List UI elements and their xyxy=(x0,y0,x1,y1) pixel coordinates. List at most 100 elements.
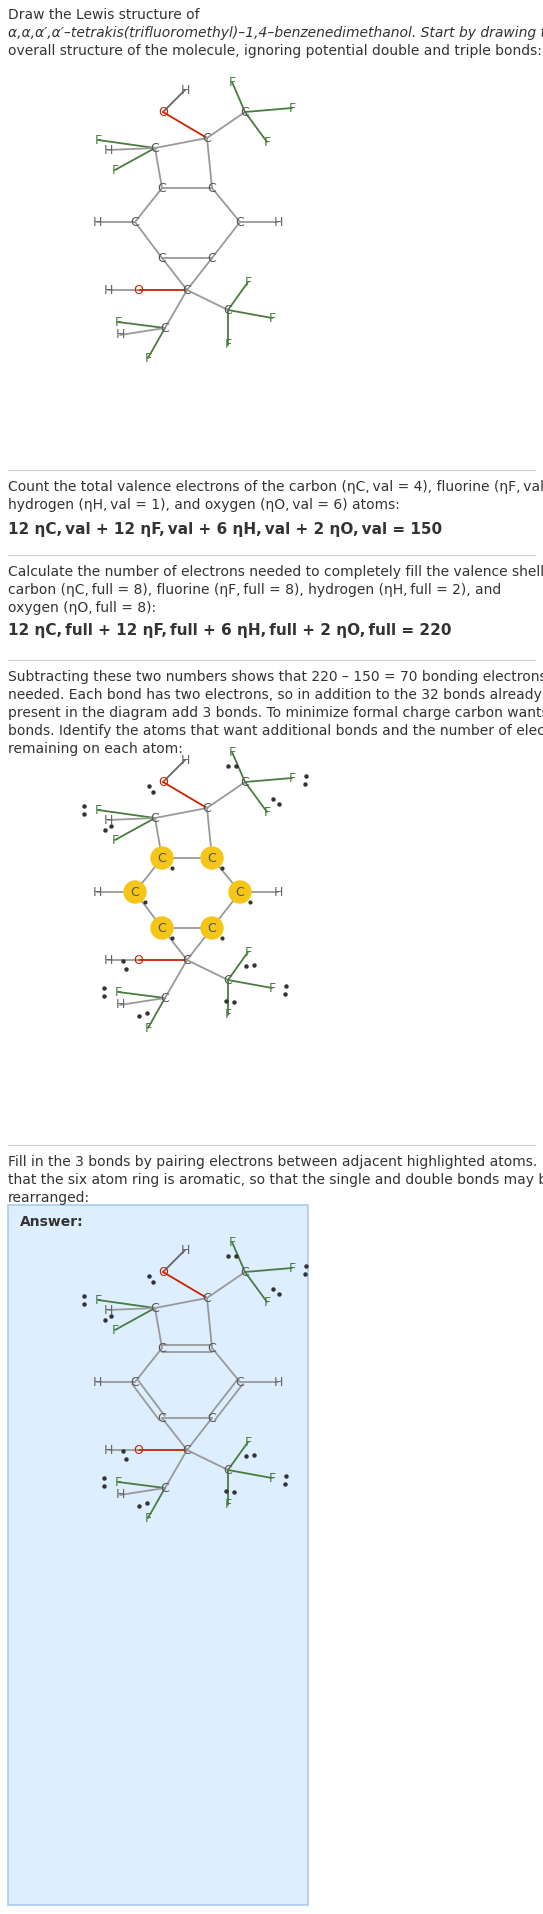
Text: H: H xyxy=(103,1443,113,1457)
Text: H: H xyxy=(180,1244,190,1256)
Text: that the six atom ring is aromatic, so that the single and double bonds may be: that the six atom ring is aromatic, so t… xyxy=(8,1173,543,1187)
Text: rearranged:: rearranged: xyxy=(8,1191,90,1206)
Text: F: F xyxy=(115,316,122,329)
Text: H: H xyxy=(273,1376,283,1388)
Text: F: F xyxy=(94,804,102,817)
Text: present in the diagram add 3 bonds. To minimize formal charge carbon wants 4: present in the diagram add 3 bonds. To m… xyxy=(8,706,543,720)
Text: hydrogen (ηH, val = 1), and oxygen (ηO, val = 6) atoms:: hydrogen (ηH, val = 1), and oxygen (ηO, … xyxy=(8,498,400,513)
Circle shape xyxy=(151,848,173,869)
Text: C: C xyxy=(224,304,232,316)
Text: O: O xyxy=(133,953,143,967)
Text: C: C xyxy=(150,812,160,825)
Text: needed. Each bond has two electrons, so in addition to the 32 bonds already: needed. Each bond has two electrons, so … xyxy=(8,687,542,702)
Circle shape xyxy=(229,880,251,903)
Text: C: C xyxy=(241,775,249,789)
Text: H: H xyxy=(103,144,113,157)
Text: C: C xyxy=(203,132,211,144)
Circle shape xyxy=(201,848,223,869)
Text: F: F xyxy=(263,1296,270,1309)
Text: H: H xyxy=(273,886,283,898)
Text: C: C xyxy=(150,1302,160,1315)
Text: F: F xyxy=(244,1436,251,1449)
Text: C: C xyxy=(207,182,216,195)
Text: F: F xyxy=(224,1499,231,1512)
Text: H: H xyxy=(115,999,125,1011)
Text: H: H xyxy=(103,1303,113,1317)
Text: F: F xyxy=(94,1294,102,1307)
Text: H: H xyxy=(103,283,113,297)
Text: α,α,α′,α′–tetrakis(trifluoromethyl)–1,4–benzenedimethanol. Start by drawing the: α,α,α′,α′–tetrakis(trifluoromethyl)–1,4–… xyxy=(8,27,543,40)
Text: Fill in the 3 bonds by pairing electrons between adjacent highlighted atoms. Not: Fill in the 3 bonds by pairing electrons… xyxy=(8,1154,543,1169)
Text: Draw the Lewis structure of: Draw the Lewis structure of xyxy=(8,8,200,21)
Text: C: C xyxy=(241,105,249,119)
Text: C: C xyxy=(157,182,166,195)
Text: C: C xyxy=(207,1342,216,1355)
Text: F: F xyxy=(263,136,270,149)
Text: C: C xyxy=(150,142,160,155)
Text: C: C xyxy=(131,886,140,898)
Text: remaining on each atom:: remaining on each atom: xyxy=(8,743,183,756)
Text: F: F xyxy=(244,946,251,959)
Text: 12 ηC, val + 12 ηF, val + 6 ηH, val + 2 ηO, val = 150: 12 ηC, val + 12 ηF, val + 6 ηH, val + 2 … xyxy=(8,523,442,538)
Text: Answer:: Answer: xyxy=(20,1215,84,1229)
Text: F: F xyxy=(229,1236,236,1248)
Text: C: C xyxy=(224,974,232,986)
Circle shape xyxy=(151,917,173,940)
Circle shape xyxy=(201,917,223,940)
Text: Calculate the number of electrons needed to completely fill the valence shells f: Calculate the number of electrons needed… xyxy=(8,565,543,580)
Text: F: F xyxy=(144,352,151,364)
Text: C: C xyxy=(236,886,244,898)
Text: Subtracting these two numbers shows that 220 – 150 = 70 bonding electrons are: Subtracting these two numbers shows that… xyxy=(8,670,543,683)
Text: C: C xyxy=(224,1464,232,1476)
Text: F: F xyxy=(111,1323,118,1336)
Text: F: F xyxy=(115,986,122,999)
Text: C: C xyxy=(182,953,191,967)
Text: F: F xyxy=(111,833,118,846)
Text: carbon (ηC, full = 8), fluorine (ηF, full = 8), hydrogen (ηH, full = 2), and: carbon (ηC, full = 8), fluorine (ηF, ful… xyxy=(8,584,501,597)
Text: F: F xyxy=(111,163,118,176)
Text: F: F xyxy=(115,1476,122,1489)
Text: C: C xyxy=(207,852,216,865)
Text: C: C xyxy=(131,1376,140,1388)
Text: C: C xyxy=(157,251,166,264)
Text: overall structure of the molecule, ignoring potential double and triple bonds:: overall structure of the molecule, ignor… xyxy=(8,44,542,57)
Text: C: C xyxy=(157,852,166,865)
Text: Count the total valence electrons of the carbon (ηC, val = 4), fluorine (ηF, val: Count the total valence electrons of the… xyxy=(8,480,543,494)
Text: F: F xyxy=(229,75,236,88)
Text: F: F xyxy=(144,1512,151,1524)
Text: F: F xyxy=(263,806,270,819)
Text: F: F xyxy=(268,982,275,995)
Text: C: C xyxy=(161,322,169,335)
Text: O: O xyxy=(133,1443,143,1457)
Text: F: F xyxy=(268,312,275,325)
Text: C: C xyxy=(207,1411,216,1424)
Text: C: C xyxy=(161,991,169,1005)
Text: C: C xyxy=(161,1481,169,1495)
Text: H: H xyxy=(115,329,125,341)
Text: O: O xyxy=(158,105,168,119)
Text: F: F xyxy=(229,745,236,758)
Text: H: H xyxy=(180,754,190,766)
Text: 12 ηC, full + 12 ηF, full + 6 ηH, full + 2 ηO, full = 220: 12 ηC, full + 12 ηF, full + 6 ηH, full +… xyxy=(8,622,451,637)
Text: H: H xyxy=(115,1489,125,1501)
Text: F: F xyxy=(268,1472,275,1485)
Text: C: C xyxy=(241,1265,249,1279)
Text: H: H xyxy=(92,1376,102,1388)
Text: bonds. Identify the atoms that want additional bonds and the number of electrons: bonds. Identify the atoms that want addi… xyxy=(8,723,543,739)
Text: C: C xyxy=(207,921,216,934)
Text: F: F xyxy=(224,1009,231,1022)
Text: H: H xyxy=(92,216,102,228)
Text: F: F xyxy=(144,1022,151,1034)
Text: C: C xyxy=(157,921,166,934)
Text: oxygen (ηO, full = 8):: oxygen (ηO, full = 8): xyxy=(8,601,156,614)
Text: F: F xyxy=(94,134,102,147)
Text: C: C xyxy=(236,1376,244,1388)
Text: C: C xyxy=(236,216,244,228)
Text: H: H xyxy=(103,953,113,967)
Text: O: O xyxy=(158,1265,168,1279)
Text: H: H xyxy=(180,84,190,96)
Text: H: H xyxy=(92,886,102,898)
Text: F: F xyxy=(224,339,231,352)
Circle shape xyxy=(124,880,146,903)
FancyBboxPatch shape xyxy=(8,1206,308,1904)
